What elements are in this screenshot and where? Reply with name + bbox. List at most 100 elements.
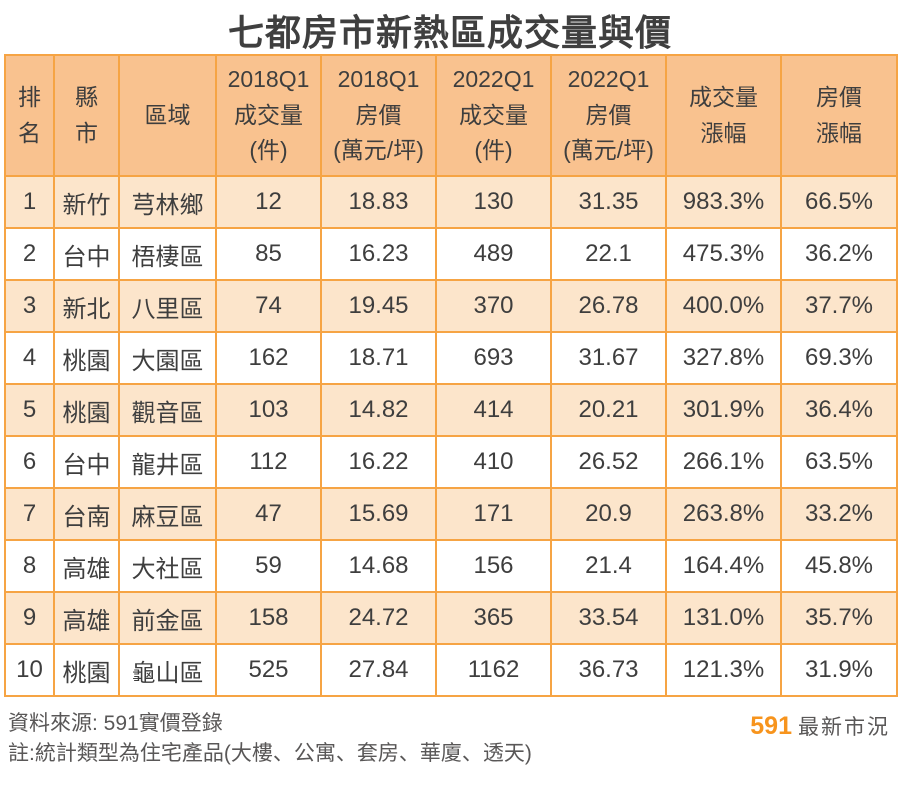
cell: 9 bbox=[4, 591, 55, 645]
cell: 龜山區 bbox=[118, 643, 217, 697]
cell: 66.5% bbox=[780, 175, 898, 229]
cell: 131.0% bbox=[665, 591, 782, 645]
table-row: 8 高雄 大社區 59 14.68 156 21.4 164.4% 45.8% bbox=[4, 539, 898, 593]
table-row: 4 桃園 大園區 162 18.71 693 31.67 327.8% 69.3% bbox=[4, 331, 898, 385]
cell: 24.72 bbox=[320, 591, 437, 645]
cell: 31.67 bbox=[550, 331, 667, 385]
cell: 新北 bbox=[53, 279, 120, 333]
cell: 301.9% bbox=[665, 383, 782, 437]
cell: 八里區 bbox=[118, 279, 217, 333]
cell: 410 bbox=[435, 435, 552, 489]
cell: 14.68 bbox=[320, 539, 437, 593]
cell: 14.82 bbox=[320, 383, 437, 437]
cell: 525 bbox=[215, 643, 322, 697]
cell: 4 bbox=[4, 331, 55, 385]
cell: 3 bbox=[4, 279, 55, 333]
page-title: 七都房市新熱區成交量與價 bbox=[227, 12, 672, 53]
cell: 20.9 bbox=[550, 487, 667, 541]
cell: 1162 bbox=[435, 643, 552, 697]
cell: 263.8% bbox=[665, 487, 782, 541]
stat-note: 註:統計類型為住宅產品(大樓、公寓、套房、華廈、透天) bbox=[8, 742, 532, 766]
cell: 266.1% bbox=[665, 435, 782, 489]
cell: 台南 bbox=[53, 487, 120, 541]
cell: 370 bbox=[435, 279, 552, 333]
column-header: 成交量 漲幅 bbox=[665, 54, 782, 177]
cell: 19.45 bbox=[320, 279, 437, 333]
cell: 35.7% bbox=[780, 591, 898, 645]
cell: 156 bbox=[435, 539, 552, 593]
cell: 164.4% bbox=[665, 539, 782, 593]
table-row: 9 高雄 前金區 158 24.72 365 33.54 131.0% 35.7% bbox=[4, 591, 898, 645]
cell: 327.8% bbox=[665, 331, 782, 385]
table-body: 1 新竹 芎林鄉 12 18.83 130 31.35 983.3% 66.5% 2 台中 梧棲區 85… bbox=[4, 175, 898, 697]
cell: 大社區 bbox=[118, 539, 217, 593]
cell: 前金區 bbox=[118, 591, 217, 645]
cell: 8 bbox=[4, 539, 55, 593]
cell: 103 bbox=[215, 383, 322, 437]
cell: 171 bbox=[435, 487, 552, 541]
cell: 33.54 bbox=[550, 591, 667, 645]
cell: 台中 bbox=[53, 435, 120, 489]
cell: 桃園 bbox=[53, 383, 120, 437]
cell: 芎林鄉 bbox=[118, 175, 217, 229]
brand-591-logo: 591 bbox=[750, 712, 792, 740]
cell: 85 bbox=[215, 227, 322, 281]
cell: 489 bbox=[435, 227, 552, 281]
cell: 47 bbox=[215, 487, 322, 541]
cell: 16.23 bbox=[320, 227, 437, 281]
cell: 33.2% bbox=[780, 487, 898, 541]
cell: 26.52 bbox=[550, 435, 667, 489]
cell: 693 bbox=[435, 331, 552, 385]
cell: 365 bbox=[435, 591, 552, 645]
cell: 20.21 bbox=[550, 383, 667, 437]
column-header: 排 名 bbox=[4, 54, 55, 177]
cell: 36.2% bbox=[780, 227, 898, 281]
cell: 5 bbox=[4, 383, 55, 437]
cell: 高雄 bbox=[53, 591, 120, 645]
table-row: 1 新竹 芎林鄉 12 18.83 130 31.35 983.3% 66.5% bbox=[4, 175, 898, 229]
cell: 31.9% bbox=[780, 643, 898, 697]
cell: 983.3% bbox=[665, 175, 782, 229]
cell: 16.22 bbox=[320, 435, 437, 489]
column-header: 2018Q1 成交量 (件) bbox=[215, 54, 322, 177]
table-row: 10 桃園 龜山區 525 27.84 1162 36.73 121.3% 31.9% bbox=[4, 643, 898, 697]
cell: 45.8% bbox=[780, 539, 898, 593]
cell: 龍井區 bbox=[118, 435, 217, 489]
cell: 26.78 bbox=[550, 279, 667, 333]
table-row: 7 台南 麻豆區 47 15.69 171 20.9 263.8% 33.2% bbox=[4, 487, 898, 541]
column-header: 2018Q1 房價 (萬元/坪) bbox=[320, 54, 437, 177]
cell: 大園區 bbox=[118, 331, 217, 385]
cell: 22.1 bbox=[550, 227, 667, 281]
cell: 121.3% bbox=[665, 643, 782, 697]
table-row: 2 台中 梧棲區 85 16.23 489 22.1 475.3% 36.2% bbox=[4, 227, 898, 281]
cell: 36.4% bbox=[780, 383, 898, 437]
cell: 15.69 bbox=[320, 487, 437, 541]
cell: 27.84 bbox=[320, 643, 437, 697]
cell: 高雄 bbox=[53, 539, 120, 593]
cell: 18.83 bbox=[320, 175, 437, 229]
table-row: 6 台中 龍井區 112 16.22 410 26.52 266.1% 63.5% bbox=[4, 435, 898, 489]
table-header-row: 排 名縣 市區域 2018Q1 成交量 (件) 2018Q1 房價 (萬元/坪) 20… bbox=[4, 54, 898, 177]
cell: 74 bbox=[215, 279, 322, 333]
source-note: 資料來源: 591實價登錄 bbox=[8, 712, 223, 735]
cell: 桃園 bbox=[53, 331, 120, 385]
cell: 69.3% bbox=[780, 331, 898, 385]
cell: 36.73 bbox=[550, 643, 667, 697]
cell: 1 bbox=[4, 175, 55, 229]
cell: 桃園 bbox=[53, 643, 120, 697]
cell: 414 bbox=[435, 383, 552, 437]
cell: 觀音區 bbox=[118, 383, 217, 437]
cell: 130 bbox=[435, 175, 552, 229]
cell: 台中 bbox=[53, 227, 120, 281]
brand-suffix-label: 最新市況 bbox=[798, 716, 890, 739]
brand-wordmark: 591 最新市況 bbox=[750, 709, 892, 741]
footer-notes: 資料來源: 591實價登錄 註:統計類型為住宅產品(大樓、公寓、套房、華廈、透天… bbox=[8, 709, 532, 770]
column-header: 縣 市 bbox=[53, 54, 120, 177]
cell: 59 bbox=[215, 539, 322, 593]
column-header: 區域 bbox=[118, 54, 217, 177]
table-row: 5 桃園 觀音區 103 14.82 414 20.21 301.9% 36.4% bbox=[4, 383, 898, 437]
cell: 21.4 bbox=[550, 539, 667, 593]
cell: 31.35 bbox=[550, 175, 667, 229]
cell: 18.71 bbox=[320, 331, 437, 385]
